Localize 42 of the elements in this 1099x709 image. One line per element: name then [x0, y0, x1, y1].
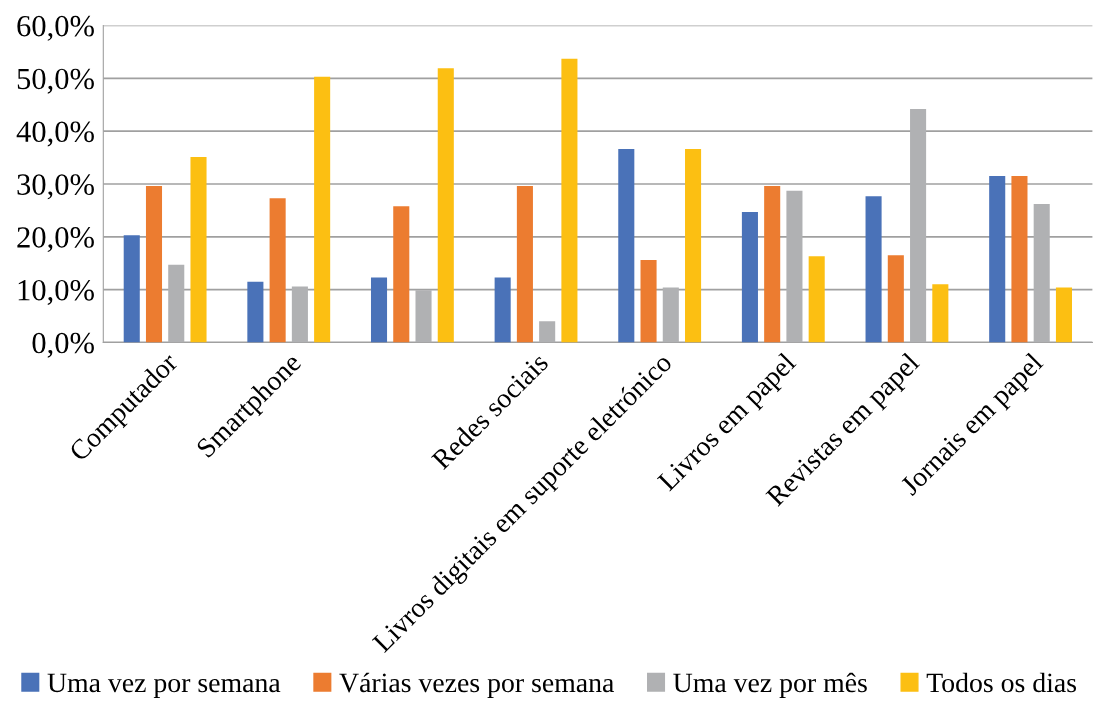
bar: [662, 287, 679, 343]
y-tick-label: 50,0%: [17, 68, 94, 94]
bar: [808, 256, 825, 343]
y-tick-label: 60,0%: [17, 15, 94, 41]
y-tick-label: 40,0%: [16, 121, 94, 147]
bar: [618, 149, 635, 343]
bar: [291, 286, 308, 343]
bar: [168, 264, 185, 343]
bar: [910, 108, 927, 343]
bar: [685, 149, 702, 343]
bar: [539, 321, 556, 343]
bar: [123, 235, 140, 343]
bar: [640, 260, 657, 343]
bar: [741, 211, 758, 343]
bar: [516, 186, 533, 343]
y-tick-label: 20,0%: [17, 227, 94, 253]
bar: [1033, 204, 1050, 343]
legend-label: Todos os dias: [926, 672, 1077, 693]
bar: [145, 186, 163, 343]
bar: [314, 76, 331, 343]
bar: [494, 277, 511, 343]
y-tick-label: 10,0%: [18, 279, 94, 305]
bar: [1011, 176, 1028, 343]
bar: [190, 157, 207, 343]
bar: [370, 277, 388, 343]
bar: [437, 68, 454, 343]
y-tick-label: 30,0%: [17, 174, 94, 200]
bar: [865, 196, 882, 343]
legend-label: Várias vezes por semana: [339, 672, 614, 698]
legend-label: Uma vez por mês: [673, 672, 867, 698]
bar: [1055, 287, 1073, 343]
bar: [269, 198, 286, 343]
bar: [989, 176, 1006, 343]
bar: [561, 58, 578, 343]
bar: [887, 255, 904, 343]
bar: [764, 186, 781, 343]
bar: [786, 190, 803, 343]
bar: [393, 206, 410, 343]
legend-label: Uma vez por semana: [47, 673, 281, 698]
bar: [932, 284, 949, 343]
bar: [247, 281, 264, 343]
bar: [415, 290, 432, 343]
